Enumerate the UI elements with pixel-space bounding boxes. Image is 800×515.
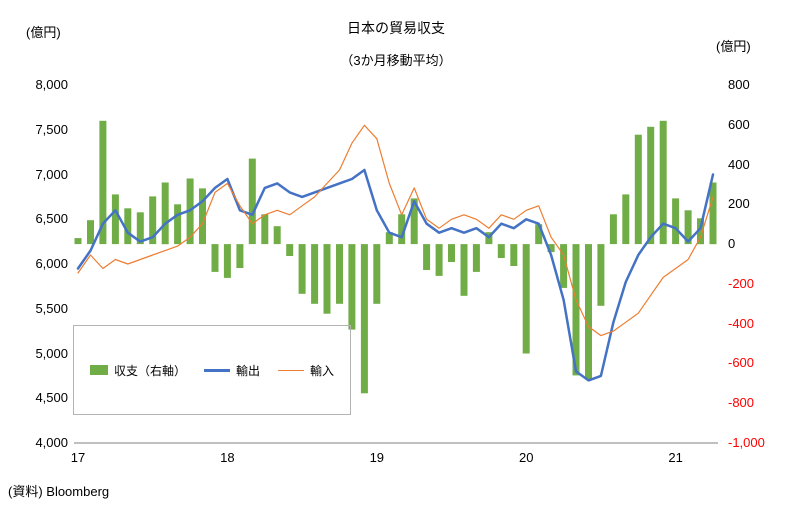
right-axis-tick: 800 bbox=[728, 77, 750, 92]
balance-bar bbox=[311, 244, 319, 304]
balance-bar bbox=[298, 244, 306, 294]
balance-bar bbox=[510, 244, 518, 266]
balance-bar bbox=[535, 224, 543, 245]
left-axis-tick: 6,500 bbox=[35, 211, 68, 227]
legend-item-imports: 輸入 bbox=[277, 362, 334, 379]
left-axis-tick: 8,000 bbox=[35, 77, 68, 92]
balance-bar bbox=[211, 244, 219, 272]
balance-bar bbox=[709, 182, 717, 245]
legend-item-balance: 収支（右軸） bbox=[90, 362, 186, 379]
balance-bar bbox=[398, 214, 406, 245]
left-axis-tick: 4,000 bbox=[35, 435, 68, 450]
balance-bar bbox=[111, 194, 119, 245]
balance-bar bbox=[336, 244, 343, 304]
balance-bar bbox=[286, 244, 294, 256]
balance-bar bbox=[597, 244, 605, 306]
left-axis-tick: 5,000 bbox=[35, 345, 68, 361]
balance-bar bbox=[161, 182, 169, 245]
balance-bar bbox=[236, 244, 244, 268]
balance-bar bbox=[585, 244, 592, 380]
left-axis-tick: 5,500 bbox=[35, 300, 68, 316]
balance-bar bbox=[697, 218, 704, 245]
x-axis-tick: 17 bbox=[70, 450, 86, 465]
balance-bar bbox=[74, 238, 82, 245]
right-axis-tick: -200 bbox=[728, 275, 755, 291]
exports-line-swatch bbox=[203, 368, 230, 372]
balance-bar bbox=[360, 244, 368, 394]
right-axis-tick: -400 bbox=[728, 315, 755, 331]
balance-bar bbox=[323, 244, 331, 314]
balance-bar bbox=[136, 212, 144, 245]
balance-bar-swatch bbox=[90, 365, 108, 375]
balance-bar bbox=[659, 120, 667, 245]
left-axis-tick: 7,000 bbox=[35, 166, 68, 182]
balance-bar bbox=[348, 244, 356, 330]
balance-bar bbox=[647, 126, 655, 245]
balance-bar bbox=[410, 198, 418, 245]
imports-line-swatch bbox=[277, 369, 304, 371]
left-axis-tick: 4,500 bbox=[35, 390, 68, 406]
chart-subtitle: （3か月移動平均） bbox=[340, 53, 452, 68]
balance-bar bbox=[124, 208, 132, 245]
legend-item-exports: 輸出 bbox=[203, 362, 260, 379]
balance-bar bbox=[261, 214, 269, 245]
legend-label-exports: 輸出 bbox=[235, 363, 260, 378]
imports-line bbox=[77, 124, 714, 337]
balance-bar bbox=[199, 188, 206, 245]
balance-bar bbox=[174, 204, 182, 245]
balance-bar bbox=[423, 244, 431, 270]
left-axis-tick: 6,000 bbox=[35, 256, 68, 271]
balance-bar bbox=[497, 244, 505, 258]
right-axis-tick: -600 bbox=[728, 355, 755, 371]
balance-bar bbox=[472, 244, 480, 272]
legend-label-balance: 収支（右軸） bbox=[114, 363, 187, 378]
balance-bar bbox=[373, 244, 381, 304]
balance-bar bbox=[460, 244, 468, 296]
right-axis-tick: 400 bbox=[728, 156, 750, 172]
left-axis-unit: (億円) bbox=[26, 25, 61, 40]
balance-bar bbox=[547, 244, 555, 253]
balance-bar bbox=[223, 244, 231, 278]
balance-bar bbox=[448, 244, 455, 262]
balance-bar bbox=[672, 198, 680, 245]
left-axis-tick: 7,500 bbox=[35, 121, 68, 137]
x-axis-tick: 19 bbox=[369, 450, 385, 465]
right-axis-tick: 0 bbox=[728, 236, 736, 252]
balance-bar bbox=[435, 244, 443, 276]
balance-bar bbox=[385, 232, 393, 245]
balance-bar bbox=[622, 194, 630, 245]
right-axis-unit: (億円) bbox=[716, 39, 751, 54]
x-axis-tick: 21 bbox=[668, 450, 683, 465]
balance-bar bbox=[560, 244, 568, 288]
balance-bar bbox=[522, 244, 530, 354]
right-axis-tick: -1,000 bbox=[728, 435, 765, 450]
chart-title: 日本の貿易収支 bbox=[347, 20, 445, 36]
balance-bar bbox=[149, 196, 157, 245]
right-axis-tick: -800 bbox=[728, 395, 755, 411]
balance-bar bbox=[684, 210, 692, 245]
x-axis-tick: 20 bbox=[519, 450, 534, 465]
balance-bar bbox=[248, 158, 256, 245]
balance-bar bbox=[87, 220, 94, 245]
right-axis-tick: 600 bbox=[728, 116, 750, 132]
x-axis-tick: 18 bbox=[220, 450, 235, 465]
balance-bar bbox=[634, 134, 642, 245]
source-note: (資料) Bloomberg bbox=[8, 484, 110, 499]
balance-bar bbox=[99, 120, 107, 245]
balance-bar bbox=[273, 226, 281, 245]
legend: 収支（右軸） 輸出 輸入 bbox=[73, 325, 351, 415]
legend-label-imports: 輸入 bbox=[309, 363, 334, 378]
right-axis-tick: 200 bbox=[728, 196, 750, 212]
balance-bar bbox=[572, 244, 580, 376]
exports-line bbox=[76, 168, 715, 382]
balance-bar bbox=[609, 214, 617, 245]
